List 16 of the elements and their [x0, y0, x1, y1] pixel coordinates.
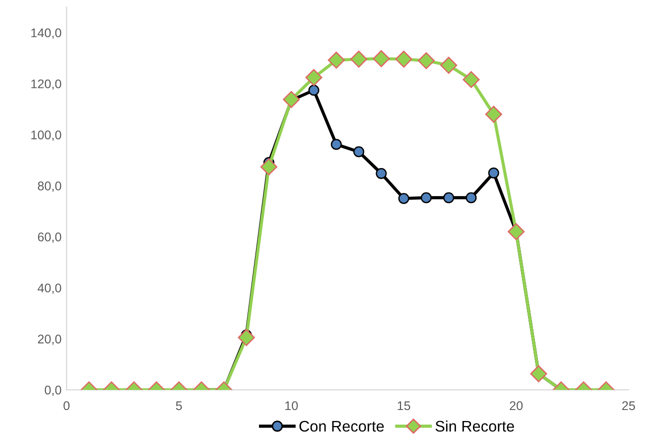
- y-tick-label: 0,0: [44, 386, 62, 396]
- y-tick-label: 100,0: [31, 130, 62, 141]
- x-tick-label: 20: [510, 401, 523, 410]
- x-tick-label: 10: [285, 401, 298, 410]
- legend-label: Sin Recorte: [436, 420, 514, 432]
- legend-label: Con Recorte: [299, 420, 384, 432]
- y-tick-label: 140,0: [31, 28, 62, 39]
- x-tick-label: 15: [398, 401, 410, 410]
- y-tick-label: 80,0: [38, 182, 62, 192]
- y-tick-label: 20,0: [38, 334, 62, 345]
- x-tick-label: 0: [64, 401, 70, 410]
- y-tick-label: 120,0: [31, 79, 62, 90]
- y-tick-label: 60,0: [38, 232, 62, 243]
- x-tick-label: 5: [176, 401, 182, 410]
- x-tick-label: 25: [622, 401, 635, 410]
- y-tick-label: 40,0: [38, 284, 62, 294]
